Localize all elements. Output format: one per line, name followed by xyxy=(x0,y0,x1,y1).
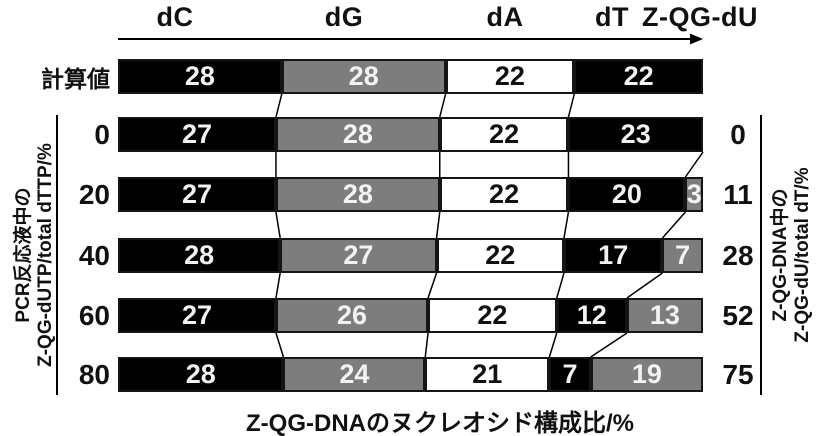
segment-connector-line xyxy=(548,332,558,358)
left-tick-label: 60 xyxy=(78,299,110,331)
left-tick-label: 計算値 xyxy=(41,65,110,92)
x-axis-title: Z-QG-DNAのヌクレオシド構成比/% xyxy=(246,410,634,436)
segment-connector-line xyxy=(427,272,438,299)
header-label-dG: dG xyxy=(324,2,364,32)
bar-segment-dC: 28 xyxy=(118,238,281,273)
segment-connector-line xyxy=(424,332,429,358)
top-axis-arrowhead xyxy=(690,33,703,45)
bar-segment-dC: 27 xyxy=(118,117,276,152)
bar-segment-dG: 28 xyxy=(281,59,446,94)
bar-segment-dT: 22 xyxy=(574,59,703,94)
header-label-dA: dA xyxy=(486,2,524,32)
bar-segment-dT: 23 xyxy=(568,117,703,152)
left-tick-label: 40 xyxy=(78,239,110,271)
segment-connector-line xyxy=(626,272,663,299)
bar-segment-dT: 17 xyxy=(563,238,663,273)
bar-segment-dC: 28 xyxy=(118,59,282,94)
right-tick-label: 11 xyxy=(723,178,753,210)
left-tick-label: 80 xyxy=(78,358,110,390)
bar-segment-dT: 7 xyxy=(549,357,591,392)
bar-segment-dC: 28 xyxy=(118,357,284,392)
segment-connector-line xyxy=(684,151,704,178)
segment-connector-line xyxy=(275,93,283,118)
segment-connector-line xyxy=(439,93,447,118)
segment-connector-line xyxy=(435,211,441,239)
right-axis-title-line1: Z-QG-DNA中の xyxy=(770,188,792,322)
bar-segment-dG: 27 xyxy=(280,238,437,273)
left-axis-title: PCR反応液中の Z-QG-dUTP/total dTTP/% xyxy=(13,75,57,435)
segment-connector-line xyxy=(556,272,565,299)
bar-segment-dA: 22 xyxy=(428,298,557,333)
bar-segment-dA: 22 xyxy=(436,238,564,273)
segment-connector-line xyxy=(275,272,281,299)
header-label-dC: dC xyxy=(156,2,194,32)
bar-segment-dT: 12 xyxy=(556,298,627,333)
right-axis-title: Z-QG-DNA中の Z-QG-dU/total dT/% xyxy=(770,75,814,435)
bar-segment-dG: 26 xyxy=(275,298,429,333)
left-axis-title-line2: Z-QG-dUTP/total dTTP/% xyxy=(35,143,56,367)
bar-segment-dC: 27 xyxy=(118,177,276,212)
segment-connector-line xyxy=(275,332,285,358)
right-tick-label: 28 xyxy=(722,239,754,271)
bar-segment-dA: 22 xyxy=(445,59,575,94)
bar-segment-dA: 22 xyxy=(439,177,569,212)
segment-connector-line xyxy=(661,211,687,239)
right-tick-label: 75 xyxy=(722,358,754,390)
bar-segment-Z-QG-dU: 13 xyxy=(626,298,703,333)
bar-row: 28 28 22 22 xyxy=(118,59,703,94)
left-tick-label: 0 xyxy=(94,118,110,150)
segment-connector-line xyxy=(563,211,570,239)
segment-connector-line xyxy=(590,332,628,358)
bar-segment-dC: 27 xyxy=(118,298,276,333)
bar-row: 27 28 22 20 3 xyxy=(118,177,703,212)
bar-segment-dA: 21 xyxy=(425,357,550,392)
right-tick-label: 52 xyxy=(722,299,754,331)
bar-row: 27 28 22 23 xyxy=(118,117,703,152)
bar-segment-Z-QG-dU: 3 xyxy=(685,177,703,212)
bar-segment-dG: 28 xyxy=(275,117,440,152)
bar-segment-Z-QG-dU: 19 xyxy=(590,357,703,392)
bar-row: 28 27 22 17 7 xyxy=(118,238,703,273)
bar-segment-Z-QG-dU: 7 xyxy=(662,238,703,273)
bar-segment-dA: 22 xyxy=(439,117,569,152)
left-axis-title-line1: PCR反応液中の xyxy=(13,187,35,323)
segment-connector-line xyxy=(567,93,576,118)
bar-row: 27 26 22 12 13 xyxy=(118,298,703,333)
bar-segment-dG: 28 xyxy=(275,177,440,212)
segment-connector-line xyxy=(275,211,281,239)
header-label-dT: dT xyxy=(595,2,629,32)
left-tick-label: 20 xyxy=(78,178,110,210)
header-label-Z-QG-dU: Z-QG-dU xyxy=(642,2,758,32)
right-tick-label: 0 xyxy=(730,118,746,150)
bar-segment-dT: 20 xyxy=(568,177,686,212)
right-axis-title-line2: Z-QG-dU/total dT/% xyxy=(792,167,813,343)
bar-row: 28 24 21 7 19 xyxy=(118,357,703,392)
bar-segment-dG: 24 xyxy=(283,357,426,392)
